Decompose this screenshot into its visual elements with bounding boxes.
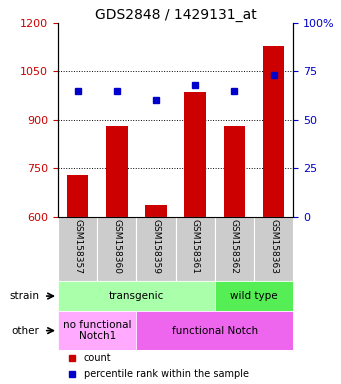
Text: GSM158361: GSM158361 — [191, 218, 200, 273]
Text: GSM158359: GSM158359 — [151, 218, 161, 273]
Text: GSM158363: GSM158363 — [269, 218, 278, 273]
Bar — [67, 175, 88, 217]
Text: strain: strain — [9, 291, 39, 301]
Bar — [184, 93, 206, 217]
Text: wild type: wild type — [230, 291, 278, 301]
Title: GDS2848 / 1429131_at: GDS2848 / 1429131_at — [95, 8, 256, 22]
Bar — [106, 126, 128, 217]
Text: no functional
Notch1: no functional Notch1 — [63, 320, 131, 341]
Text: GSM158362: GSM158362 — [230, 218, 239, 273]
Bar — [254, 217, 293, 281]
Bar — [136, 311, 293, 350]
Bar — [58, 311, 136, 350]
Text: other: other — [11, 326, 39, 336]
Text: transgenic: transgenic — [109, 291, 164, 301]
Bar — [215, 281, 293, 311]
Bar — [145, 205, 167, 217]
Bar — [263, 46, 284, 217]
Bar — [224, 126, 245, 217]
Bar — [176, 217, 215, 281]
Bar — [58, 217, 97, 281]
Bar — [136, 217, 176, 281]
Bar — [97, 217, 136, 281]
Text: GSM158357: GSM158357 — [73, 218, 82, 273]
Bar — [215, 217, 254, 281]
Text: GSM158360: GSM158360 — [112, 218, 121, 273]
Text: count: count — [84, 353, 112, 363]
Text: functional Notch: functional Notch — [172, 326, 258, 336]
Bar — [58, 281, 215, 311]
Text: percentile rank within the sample: percentile rank within the sample — [84, 369, 249, 379]
